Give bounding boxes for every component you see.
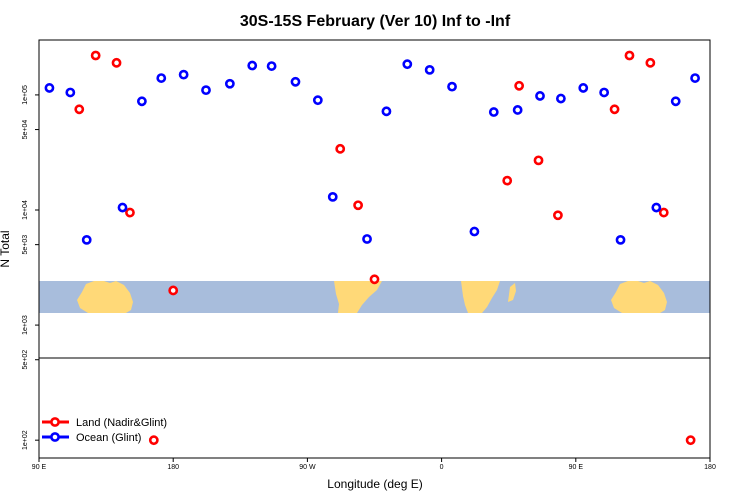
- x-axis: 90 E 180 90 W 0 90 E 180: [32, 458, 716, 471]
- ocean-data-point: [81, 234, 92, 245]
- ocean-data-point: [535, 91, 545, 101]
- ocean-data-point: [488, 107, 499, 117]
- ocean-data-point: [201, 85, 211, 96]
- ocean-data-point: [290, 76, 301, 87]
- y-tick-label: 1e+05: [22, 85, 29, 105]
- ocean-data-point: [65, 87, 76, 98]
- ocean-data-point: [555, 93, 566, 104]
- land-data-point: [514, 80, 525, 91]
- ocean-data-point: [447, 81, 457, 92]
- world-map-strip: [39, 281, 710, 313]
- land-data-point: [685, 435, 696, 446]
- land-data-point: [148, 435, 159, 446]
- x-axis-label: Longitude (deg E): [327, 477, 422, 491]
- ocean-data-point: [424, 64, 435, 75]
- land-data-point: [658, 207, 669, 218]
- land-data-point: [74, 104, 85, 115]
- land-data-point: [502, 175, 513, 186]
- y-tick-label: 1e+04: [22, 200, 29, 220]
- ocean-data-point: [117, 202, 128, 213]
- y-tick-label: 1e+02: [22, 430, 29, 450]
- ocean-data-point: [178, 69, 189, 80]
- island-madagascar: [508, 283, 516, 302]
- ocean-data-point: [512, 105, 523, 115]
- legend-marker-land: [50, 417, 60, 427]
- land-data-point: [553, 210, 563, 221]
- ocean-data-point: [402, 59, 413, 70]
- ocean-data-point: [651, 202, 662, 213]
- land-data-point: [335, 143, 346, 154]
- ocean-data-point: [381, 106, 392, 117]
- y-tick-label: 1e+03: [22, 315, 29, 335]
- legend: Land (Nadir&Glint) Ocean (Glint): [42, 417, 167, 444]
- x-tick-label: 90 W: [299, 464, 316, 471]
- y-tick-label: 5e+02: [22, 350, 29, 370]
- ocean-data-point: [224, 78, 235, 89]
- land-data-point: [90, 50, 101, 61]
- land-data-point: [369, 274, 380, 285]
- chart-title: 30S-15S February (Ver 10) Inf to -Inf: [240, 13, 511, 30]
- x-tick-label: 90 E: [32, 464, 47, 471]
- ocean-data-point: [615, 234, 626, 245]
- land-data-point: [533, 155, 544, 166]
- ocean-data-point: [136, 96, 147, 107]
- land-data-point: [353, 200, 363, 211]
- ocean-data-point: [312, 95, 323, 106]
- y-axis: 1e+02 5e+02 1e+03 5e+03 1e+04 5e+04 1e+05: [22, 85, 39, 450]
- continent-australia-repeat: [611, 281, 667, 313]
- ocean-data-point: [247, 60, 258, 71]
- ocean-data-point: [670, 96, 681, 107]
- land-data-point: [645, 57, 656, 68]
- y-tick-label: 5e+03: [22, 235, 29, 255]
- land-data-point: [624, 50, 635, 61]
- continent-africa: [461, 281, 500, 313]
- land-data-point: [609, 104, 620, 115]
- ocean-data-point: [578, 83, 589, 93]
- ocean-data-point: [362, 234, 372, 244]
- legend-marker-ocean: [50, 432, 60, 442]
- ocean-data-point: [469, 226, 480, 237]
- ocean-data-point: [266, 61, 277, 71]
- legend-label-land: Land (Nadir&Glint): [76, 417, 167, 429]
- x-tick-label: 90 E: [569, 464, 584, 471]
- legend-label-ocean: Ocean (Glint): [76, 432, 141, 444]
- x-tick-label: 0: [440, 464, 444, 471]
- continent-south-america: [334, 281, 382, 313]
- land-data-point: [168, 285, 179, 296]
- plot-frame: [38, 39, 711, 459]
- y-tick-label: 5e+04: [22, 120, 29, 140]
- y-axis-label: N Total: [0, 230, 12, 267]
- land-data-point: [111, 57, 122, 68]
- ocean-data-point: [690, 73, 700, 83]
- ocean-data-point: [44, 83, 55, 93]
- x-tick-label: 180: [167, 464, 179, 471]
- ocean-data-point: [599, 87, 610, 98]
- continent-australia: [77, 281, 133, 313]
- data-points: [44, 50, 700, 446]
- land-data-point: [125, 207, 135, 218]
- ocean-data-point: [327, 191, 338, 202]
- ocean-data-point: [156, 73, 167, 83]
- x-tick-label: 180: [704, 464, 716, 471]
